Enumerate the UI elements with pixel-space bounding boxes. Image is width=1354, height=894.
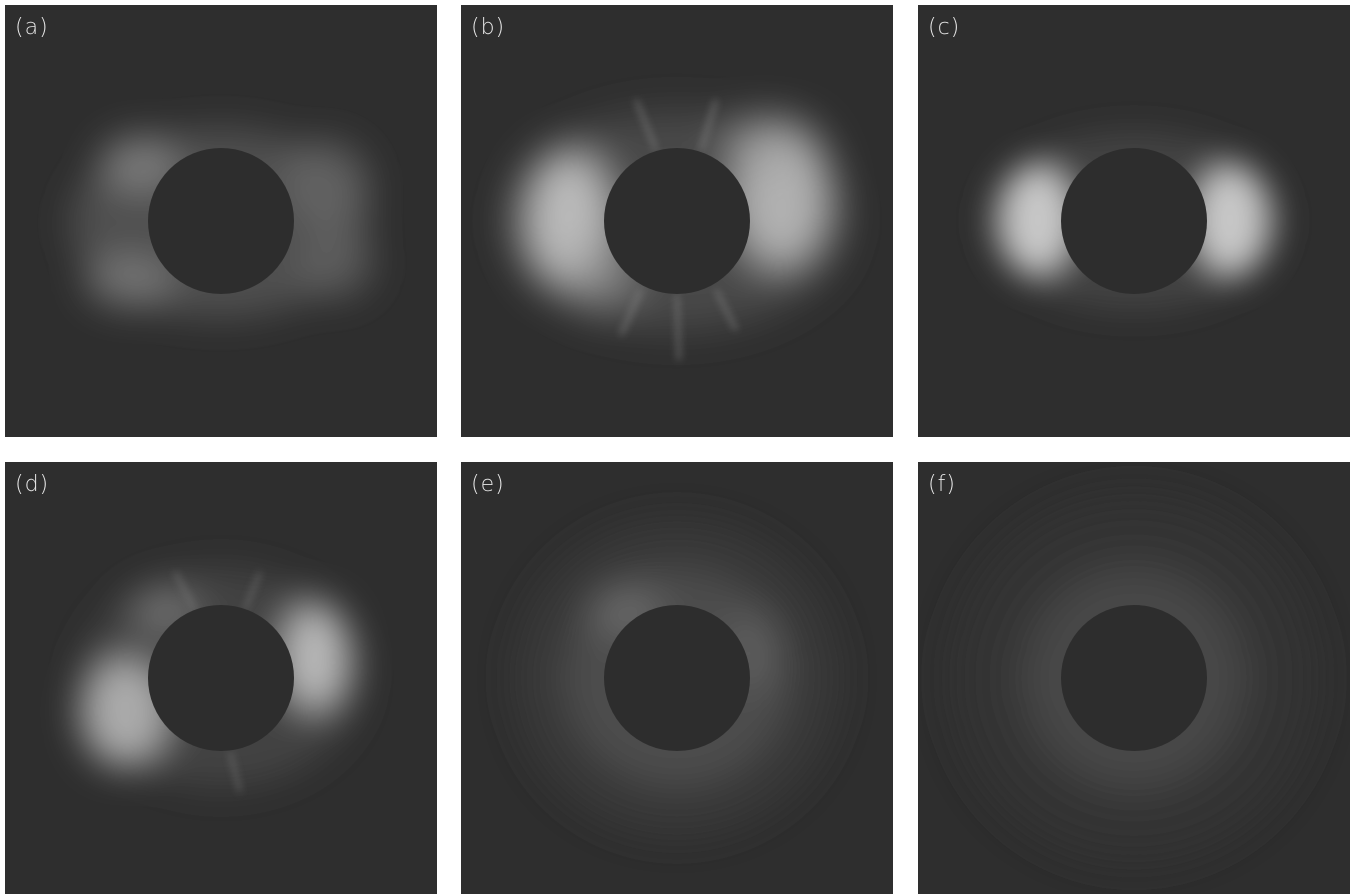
occulting-disk-c (1061, 148, 1207, 294)
corona-image-d (5, 462, 437, 894)
occulting-disk-e (604, 605, 750, 751)
corona-image-b (461, 5, 893, 437)
panel-e: (e) (461, 462, 893, 894)
panel-a: (a) (5, 5, 437, 437)
corona-image-c (918, 5, 1350, 437)
occulting-disk-b (604, 148, 750, 294)
corona-image-e (461, 462, 893, 894)
panel-label-c: (c) (928, 15, 961, 40)
panel-label-b: (b) (471, 15, 506, 40)
occulting-disk-a (148, 148, 294, 294)
corona-image-a (5, 5, 437, 437)
corona-image-f (918, 462, 1350, 894)
panel-b: (b) (461, 5, 893, 437)
panel-label-f: (f) (928, 472, 956, 497)
panel-f: (f) (918, 462, 1350, 894)
occulting-disk-f (1061, 605, 1207, 751)
occulting-disk-d (148, 605, 294, 751)
panel-label-d: (d) (15, 472, 50, 497)
panel-d: (d) (5, 462, 437, 894)
panel-c: (c) (918, 5, 1350, 437)
panel-label-a: (a) (15, 15, 49, 40)
panel-label-e: (e) (471, 472, 505, 497)
